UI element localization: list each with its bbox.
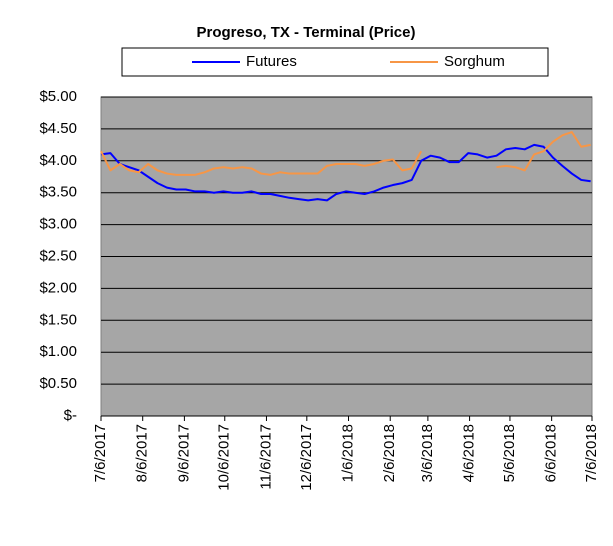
y-tick-label: $0.50 <box>39 375 77 392</box>
y-tick-label: $4.00 <box>39 152 77 169</box>
y-tick-label: $1.00 <box>39 343 77 360</box>
x-tick-label: 9/6/2017 <box>175 424 192 482</box>
chart-title: Progreso, TX - Terminal (Price) <box>197 24 416 41</box>
y-tick-label: $3.50 <box>39 184 77 201</box>
x-tick-label: 12/6/2017 <box>298 424 315 491</box>
x-tick-label: 11/6/2017 <box>257 424 274 490</box>
y-tick-label: $1.50 <box>39 311 77 328</box>
x-tick-label: 2/6/2018 <box>381 424 398 482</box>
legend-label: Sorghum <box>444 53 505 70</box>
x-tick-label: 6/6/2018 <box>543 424 560 482</box>
y-tick-label: $2.00 <box>39 279 77 296</box>
x-tick-label: 7/6/2017 <box>92 424 109 482</box>
x-tick-label: 8/6/2017 <box>134 424 151 482</box>
y-tick-label: $3.00 <box>39 216 77 233</box>
legend-label: Futures <box>246 53 297 70</box>
x-tick-label: 4/6/2018 <box>461 424 478 482</box>
x-tick-label: 1/6/2018 <box>339 424 356 482</box>
series-line <box>100 143 591 202</box>
y-tick-label: $2.50 <box>39 247 77 264</box>
x-tick-label: 3/6/2018 <box>419 424 436 482</box>
x-tick-label: 7/6/2018 <box>583 424 600 482</box>
y-tick-label: $4.50 <box>39 120 77 137</box>
x-tick-label: 5/6/2018 <box>501 424 518 482</box>
y-tick-label: $5.00 <box>39 88 77 105</box>
x-tick-label: 10/6/2017 <box>216 424 233 491</box>
y-tick-label: $- <box>64 407 77 424</box>
series-line <box>100 131 591 176</box>
